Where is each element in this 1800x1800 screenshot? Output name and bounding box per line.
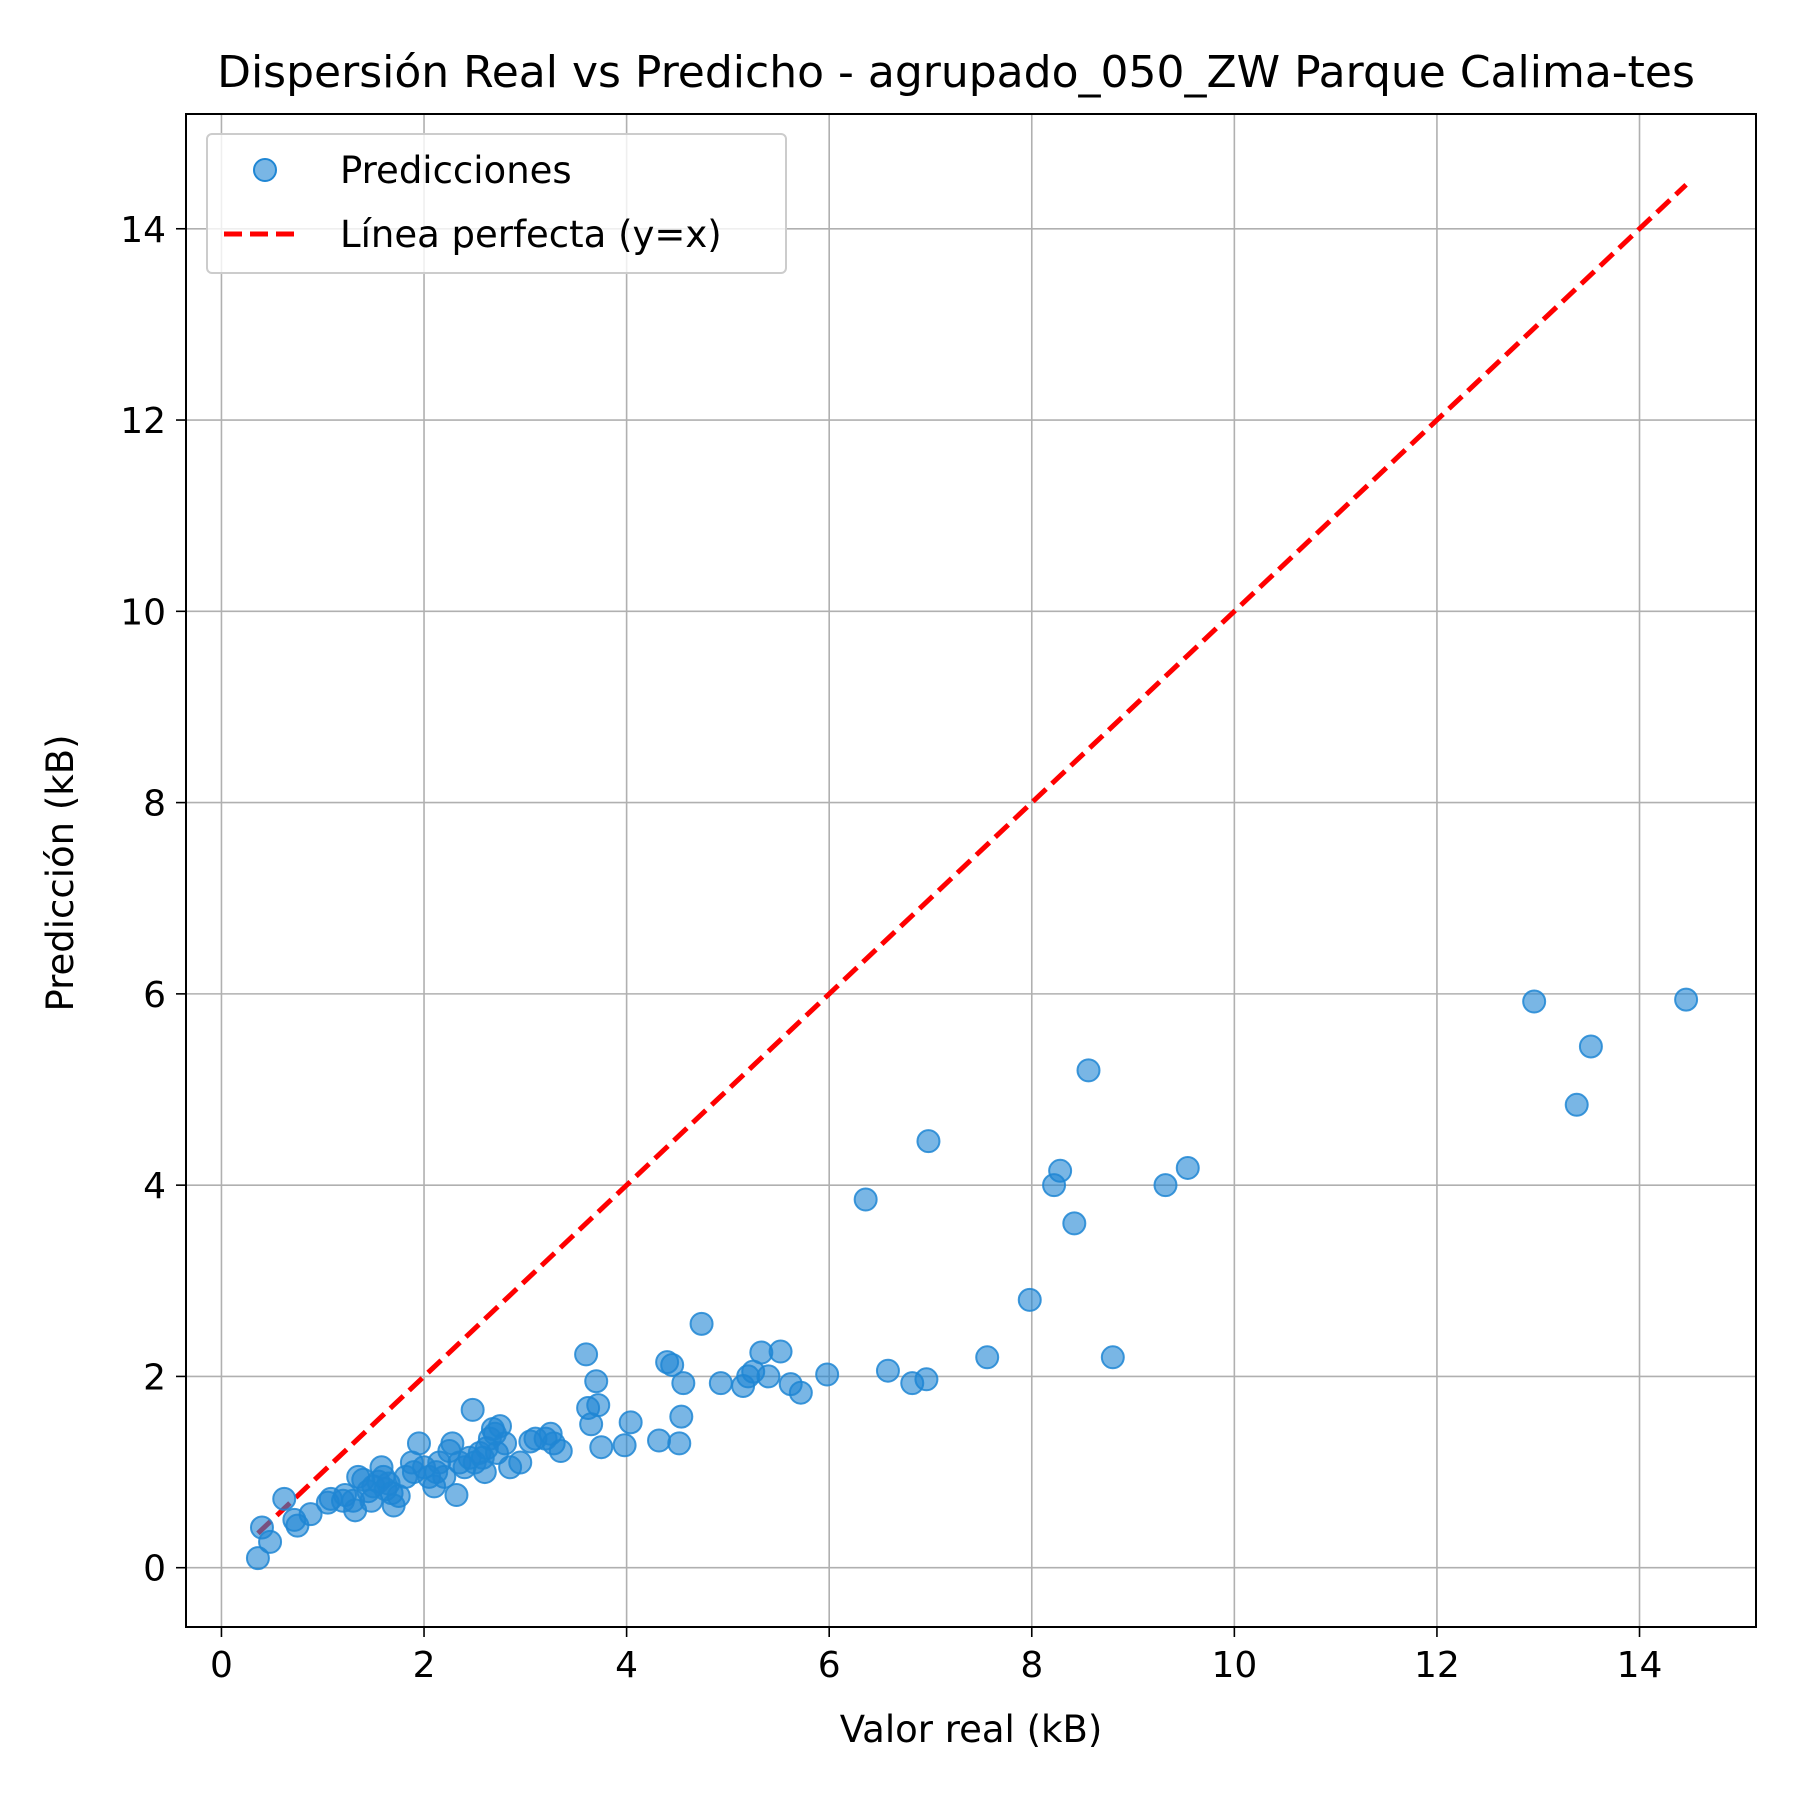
prediction-point [1674, 987, 1699, 1012]
y-tick-label: 2 [143, 1357, 166, 1398]
prediction-point [298, 1502, 323, 1527]
prediction-point [875, 1358, 900, 1383]
prediction-point [548, 1439, 573, 1464]
prediction-point [669, 1404, 694, 1429]
prediction-point [768, 1339, 793, 1364]
prediction-point [460, 1397, 485, 1422]
x-tick-label: 0 [210, 1645, 233, 1686]
y-tick-label: 12 [120, 401, 166, 442]
prediction-point [432, 1464, 457, 1489]
y-tick-label: 0 [143, 1549, 166, 1590]
prediction-point [689, 1311, 714, 1336]
legend: Predicciones Línea perfecta (y=x) [206, 133, 787, 274]
prediction-point [618, 1410, 643, 1435]
plot-background [186, 114, 1756, 1627]
prediction-point [660, 1352, 685, 1377]
prediction-point [1100, 1345, 1125, 1370]
legend-label-predicciones: Predicciones [340, 149, 572, 192]
legend-marker-predicciones [253, 158, 277, 182]
y-axis-ticks: 0 2 4 6 8 10 12 14 [120, 210, 186, 1590]
prediction-point [406, 1431, 431, 1456]
prediction-point [1578, 1034, 1603, 1059]
prediction-point [245, 1546, 270, 1571]
x-tick-label: 12 [1414, 1645, 1460, 1686]
prediction-point [272, 1486, 297, 1511]
grid-lines [186, 114, 1756, 1627]
x-tick-label: 10 [1211, 1645, 1257, 1686]
prediction-point [788, 1380, 813, 1405]
x-tick-label: 4 [615, 1645, 638, 1686]
x-tick-label: 6 [818, 1645, 841, 1686]
prediction-point [914, 1367, 939, 1392]
y-tick-label: 10 [120, 592, 166, 633]
prediction-point [916, 1129, 941, 1154]
prediction-point [1175, 1155, 1200, 1180]
plot-area [185, 113, 1757, 1628]
x-axis-label: Valor real (kB) [840, 1708, 1103, 1751]
prediction-point [671, 1371, 696, 1396]
prediction-point [493, 1431, 518, 1456]
prediction-point [472, 1460, 497, 1485]
x-axis-ticks: 0 2 4 6 8 10 12 14 [210, 1627, 1662, 1686]
prediction-point [1564, 1092, 1589, 1117]
prediction-point [1062, 1211, 1087, 1236]
prediction-point [508, 1450, 533, 1475]
y-tick-label: 8 [143, 784, 166, 825]
perfect-line [256, 182, 1688, 1536]
prediction-point [975, 1345, 1000, 1370]
prediction-point [589, 1435, 614, 1460]
prediction-point [815, 1362, 840, 1387]
prediction-point [584, 1369, 609, 1394]
y-tick-label: 4 [143, 1166, 166, 1207]
prediction-point [756, 1364, 781, 1389]
legend-box [206, 133, 787, 274]
prediction-point [667, 1431, 692, 1456]
prediction-point [612, 1433, 637, 1458]
prediction-point [1076, 1058, 1101, 1083]
y-tick-label: 14 [120, 210, 166, 251]
x-tick-label: 8 [1020, 1645, 1043, 1686]
prediction-point [258, 1529, 283, 1554]
y-tick-label: 6 [143, 975, 166, 1016]
prediction-point [586, 1393, 611, 1418]
prediction-point [1522, 989, 1547, 1014]
prediction-point [444, 1483, 469, 1508]
x-tick-label: 2 [413, 1645, 436, 1686]
legend-label-perfect-line: Línea perfecta (y=x) [340, 213, 722, 256]
x-tick-label: 14 [1617, 1645, 1663, 1686]
prediction-point [1048, 1158, 1073, 1183]
prediction-point [647, 1428, 672, 1453]
prediction-point [853, 1187, 878, 1212]
prediction-point [574, 1342, 599, 1367]
prediction-point [1017, 1287, 1042, 1312]
perfect-line-series [256, 182, 1688, 1536]
prediction-points [245, 987, 1699, 1571]
prediction-point [1153, 1173, 1178, 1198]
plot-frame [185, 113, 1757, 1628]
y-axis-label: Predicción (kB) [39, 734, 82, 1011]
chart-title: Dispersión Real vs Predicho - agrupado_0… [217, 47, 1695, 98]
prediction-point [708, 1371, 733, 1396]
